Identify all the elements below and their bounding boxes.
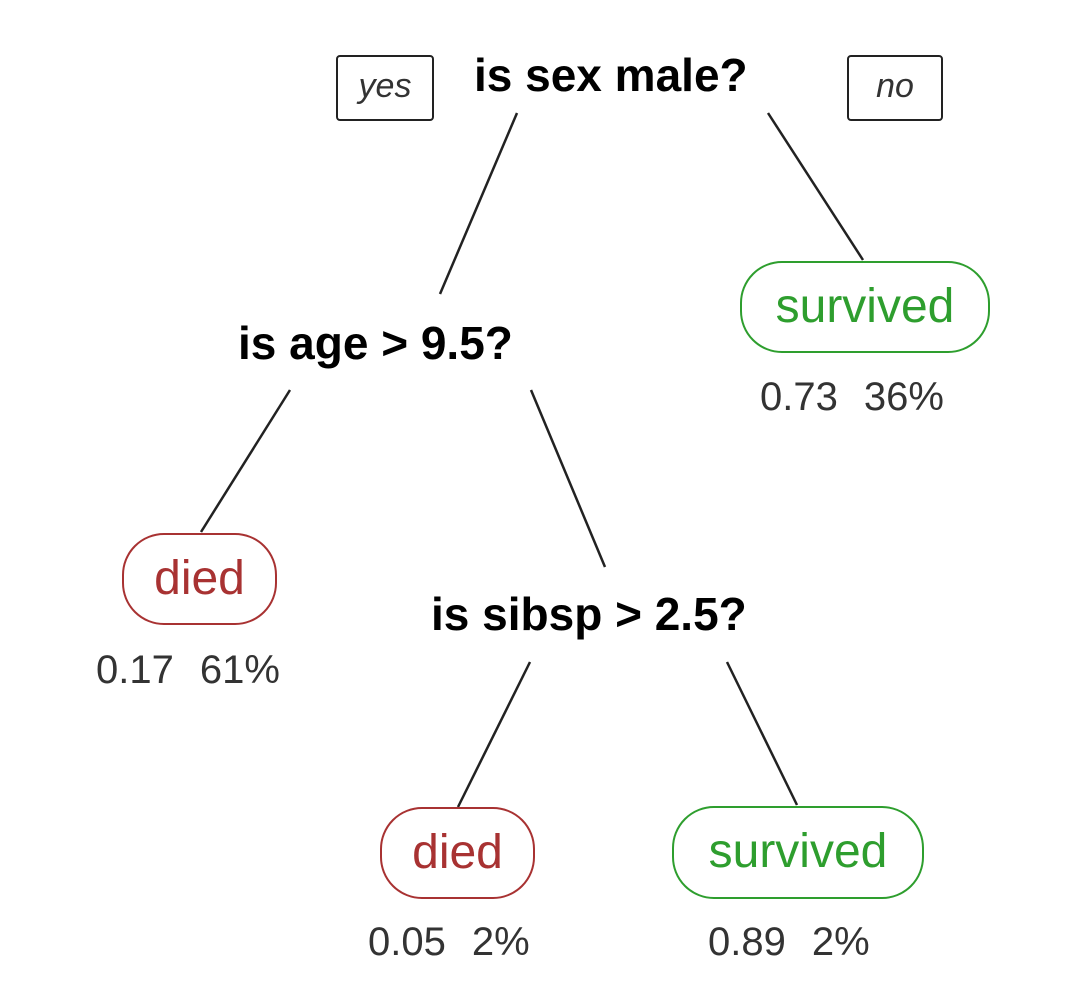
edge-sibsp-to-survived xyxy=(725,661,799,806)
leaf-survived-female-prob: 0.73 xyxy=(760,375,838,419)
leaf-survived-few-siblings: survived xyxy=(672,806,924,899)
edge-root-to-age xyxy=(438,112,519,295)
age-split-question: is age > 9.5? xyxy=(238,317,513,369)
leaf-died-many-siblings-pct: 2% xyxy=(471,920,530,964)
leaf-died-older-male: died xyxy=(122,533,277,625)
leaf-survived-few-siblings-stats: 0.89 2% xyxy=(708,922,870,962)
leaf-died-many-siblings-stats: 0.05 2% xyxy=(368,922,530,962)
edge-age-to-sibsp xyxy=(529,389,607,568)
edge-sibsp-to-died xyxy=(456,661,532,808)
leaf-died-older-male-stats: 0.17 61% xyxy=(96,650,280,690)
leaf-died-older-male-prob: 0.17 xyxy=(96,648,174,692)
root-split-question: is sex male? xyxy=(474,49,748,101)
leaf-died-many-siblings-prob: 0.05 xyxy=(368,920,446,964)
leaf-survived-female: survived xyxy=(740,261,990,353)
yes-branch-label: yes xyxy=(336,55,434,121)
leaf-survived-female-pct: 36% xyxy=(863,375,944,419)
leaf-died-many-siblings: died xyxy=(380,807,535,899)
leaf-died-older-male-pct: 61% xyxy=(199,648,280,692)
sibsp-split-question: is sibsp > 2.5? xyxy=(431,588,747,640)
leaf-survived-few-siblings-prob: 0.89 xyxy=(708,920,786,964)
leaf-survived-few-siblings-pct: 2% xyxy=(811,920,870,964)
edge-age-to-died xyxy=(199,389,292,533)
edge-root-to-survived xyxy=(766,112,865,261)
no-branch-label: no xyxy=(847,55,943,121)
leaf-survived-female-stats: 0.73 36% xyxy=(760,377,944,417)
